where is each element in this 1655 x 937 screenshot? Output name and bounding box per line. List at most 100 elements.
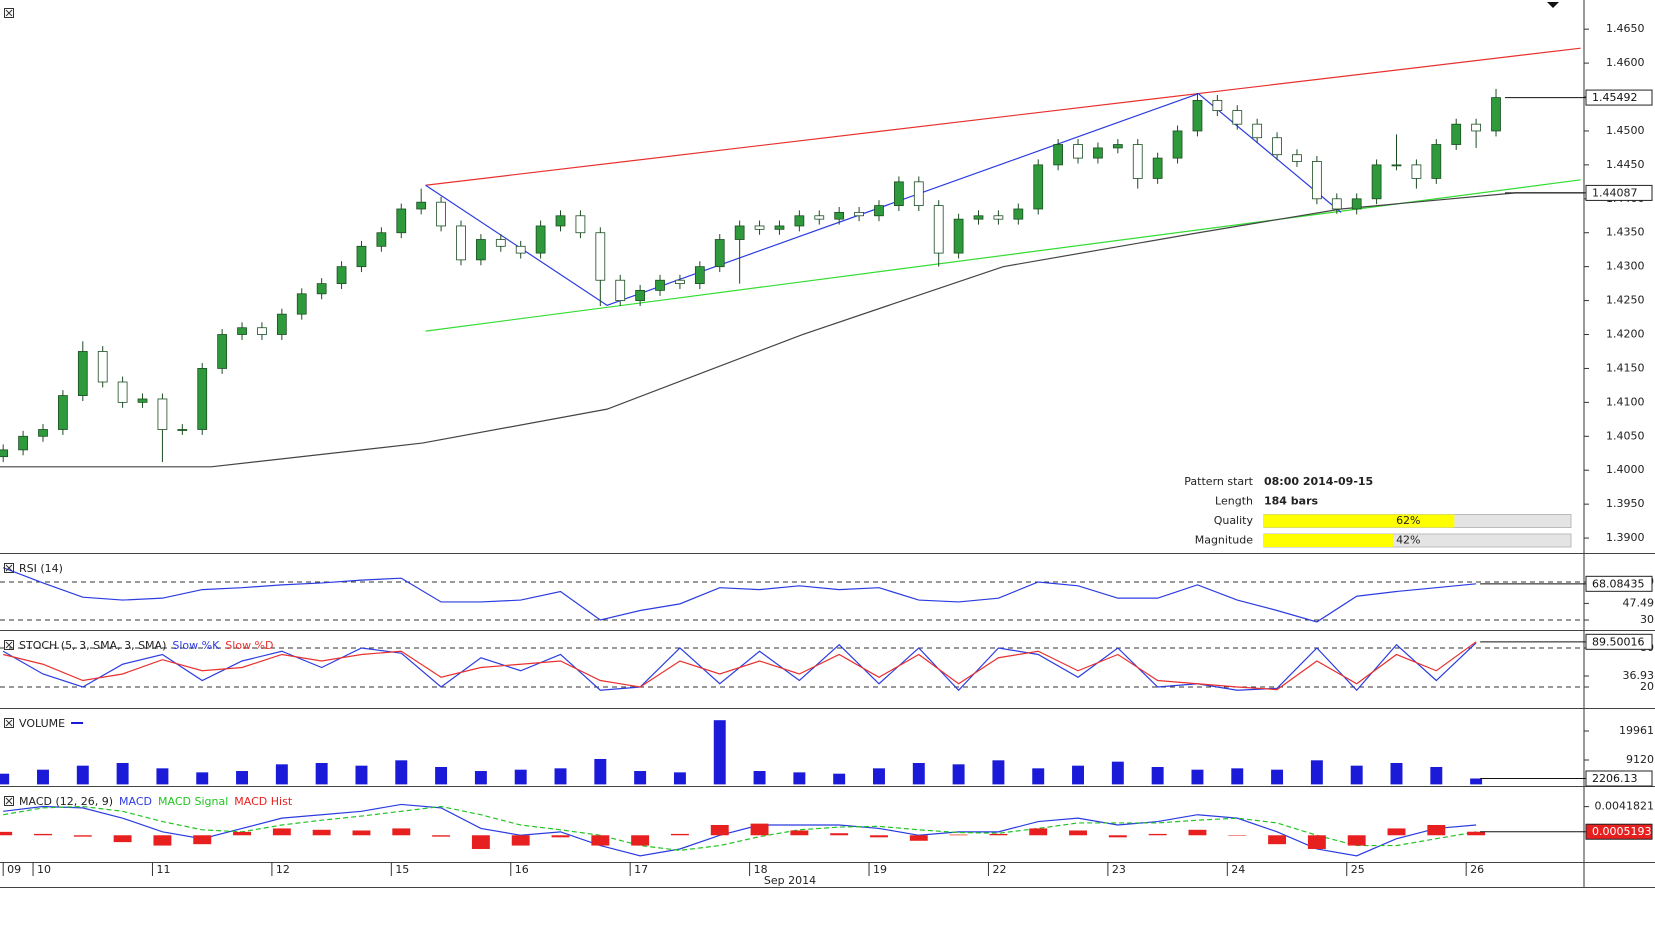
indicator-line: [2, 567, 1477, 623]
volume-bar: [554, 768, 567, 785]
candle-body: [1172, 130, 1183, 159]
y-tick-label: 1.4100: [1606, 395, 1645, 408]
histogram-bar: [193, 835, 212, 845]
histogram-bar: [790, 830, 809, 836]
candle-body: [137, 398, 148, 403]
volume-bar: [275, 764, 288, 785]
scroll-marker[interactable]: [1547, 2, 1559, 8]
y-tick-label: 1.3900: [1606, 531, 1645, 544]
histogram-bar: [870, 835, 888, 838]
candle-body: [1371, 164, 1382, 200]
histogram-bar: [1387, 828, 1406, 836]
x-tick-label: 16: [515, 863, 529, 876]
last-value-box: [1585, 575, 1653, 592]
candle-body: [97, 351, 108, 383]
candle-body: [157, 398, 168, 430]
x-tick-label: 09: [7, 863, 21, 876]
candle-body: [575, 215, 586, 234]
panel-toggle-cross: [5, 564, 13, 572]
histogram-bar: [1228, 835, 1247, 836]
pattern-label: Length: [1215, 495, 1253, 508]
candle-body: [1411, 164, 1422, 179]
candle-body: [854, 211, 864, 217]
y-tick-label: 20: [1640, 680, 1654, 693]
volume-bar: [196, 772, 209, 785]
volume-bar: [793, 772, 806, 785]
candle-body: [1053, 144, 1064, 166]
last-value-box: [1585, 633, 1653, 650]
x-tick-label: 11: [156, 863, 170, 876]
volume-bar: [1191, 769, 1204, 785]
histogram-bar: [392, 828, 411, 836]
histogram-bar: [949, 834, 968, 836]
last-value-box: [1585, 89, 1653, 106]
candle-body: [953, 218, 964, 254]
pattern-value: 184 bars: [1264, 495, 1319, 508]
panel-title: VOLUME: [19, 717, 65, 730]
panel-toggle: [4, 563, 14, 573]
x-tick-label: 15: [395, 863, 409, 876]
volume-bar: [474, 771, 487, 785]
y-tick-label: 19961: [1619, 724, 1654, 737]
indicator-line: [3, 641, 1477, 691]
y-tick-label: 30: [1640, 613, 1654, 626]
candle-body: [595, 232, 606, 281]
candle-body: [1212, 100, 1223, 112]
candle-body: [177, 429, 188, 431]
ma-last-label: 1.44087: [1592, 186, 1638, 199]
volume-bar: [1072, 765, 1084, 785]
histogram-bar: [272, 828, 291, 836]
last-value-label: 2206.13: [1592, 772, 1638, 785]
y-tick-label: 1.4450: [1606, 158, 1645, 171]
candle-body: [1112, 144, 1123, 149]
candle-body: [1093, 147, 1103, 159]
histogram-bar: [34, 833, 52, 836]
y-tick-label: 1.4650: [1606, 22, 1645, 35]
histogram-bar: [1148, 833, 1167, 836]
candle-body: [117, 381, 128, 403]
panel-toggle-cross: [5, 641, 13, 649]
indicator-line: [3, 805, 1477, 851]
pattern-label: Magnitude: [1195, 534, 1254, 547]
candle-body: [734, 225, 745, 240]
last-value-box: [1585, 770, 1653, 787]
candle-body: [276, 313, 287, 335]
candle-body: [635, 290, 646, 301]
histogram-bar: [670, 833, 689, 836]
x-tick-label: 10: [37, 863, 51, 876]
candle-body: [18, 435, 28, 451]
pattern-label: Quality: [1214, 514, 1254, 527]
y-tick-label: 0.0041821: [1595, 800, 1655, 813]
histogram-bar: [989, 833, 1008, 836]
y-tick-label: 1.3950: [1606, 497, 1645, 510]
panel-title: RSI (14): [19, 562, 63, 575]
legend-entry: MACD Hist: [234, 795, 293, 808]
histogram-bar: [1029, 828, 1048, 836]
volume-bar: [435, 767, 448, 785]
candle-body: [58, 395, 68, 430]
volume-bar: [912, 762, 925, 785]
candle-body: [555, 215, 566, 227]
candle-body: [894, 181, 904, 206]
candle-body: [217, 334, 228, 369]
candle-body: [1192, 100, 1203, 132]
candle-body: [495, 239, 506, 247]
panel-toggle: [4, 8, 14, 18]
volume-bar: [873, 768, 885, 785]
y-tick-label: 9120: [1626, 753, 1654, 766]
histogram-bar: [432, 835, 451, 837]
candle-body: [1391, 164, 1402, 167]
candle-body: [456, 225, 466, 261]
volume-bar: [395, 760, 408, 785]
volume-bar: [37, 769, 49, 785]
histogram-bar: [1347, 835, 1366, 846]
panel-toggle: [4, 718, 14, 728]
y-tick-label: 36.93: [1623, 669, 1655, 682]
histogram-bar: [73, 835, 92, 837]
volume-bar: [1231, 768, 1244, 785]
candle-body: [794, 215, 805, 227]
volume-bar: [1470, 778, 1483, 785]
last-value-label: 89.50016: [1592, 635, 1645, 648]
candle-body: [197, 368, 208, 430]
